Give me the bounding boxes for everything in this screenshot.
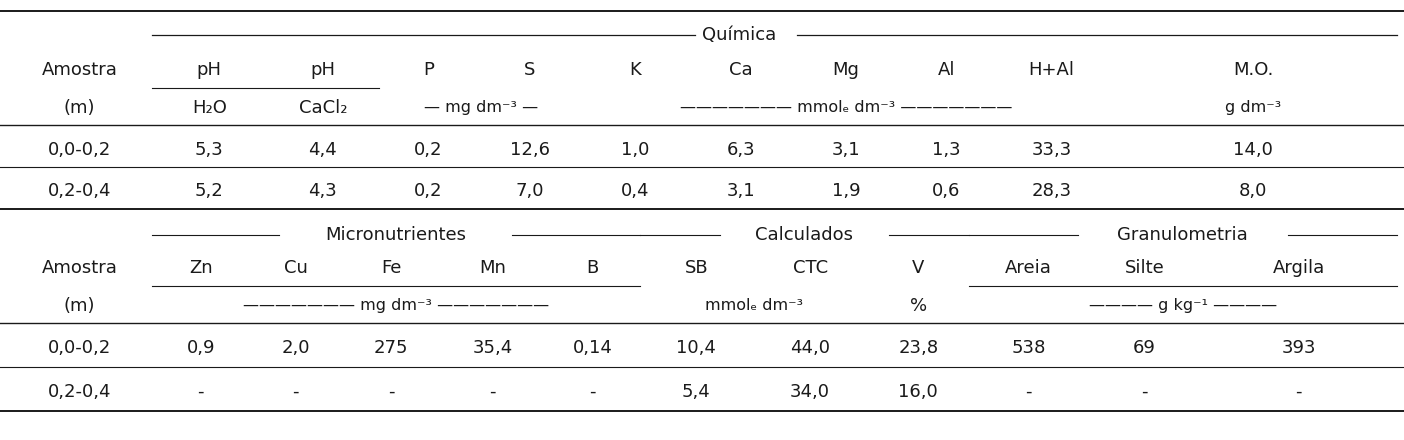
- Text: Fe: Fe: [380, 260, 402, 277]
- Text: 5,4: 5,4: [682, 383, 710, 400]
- Text: Granulometria: Granulometria: [1118, 227, 1248, 244]
- Text: ——————— mg dm⁻³ ———————: ——————— mg dm⁻³ ———————: [243, 298, 549, 313]
- Text: 35,4: 35,4: [473, 339, 512, 356]
- Text: -: -: [1141, 383, 1147, 400]
- Text: %: %: [910, 297, 927, 315]
- Text: -: -: [388, 383, 395, 400]
- Text: CTC: CTC: [792, 260, 828, 277]
- Text: -: -: [590, 383, 595, 400]
- Text: Amostra: Amostra: [41, 62, 118, 79]
- Text: 0,2: 0,2: [414, 183, 442, 200]
- Text: 0,2-0,4: 0,2-0,4: [48, 383, 111, 400]
- Text: -: -: [1025, 383, 1032, 400]
- Text: K: K: [629, 62, 642, 79]
- Text: Cu: Cu: [284, 260, 307, 277]
- Text: 28,3: 28,3: [1032, 183, 1071, 200]
- Text: B: B: [587, 260, 598, 277]
- Text: mmolₑ dm⁻³: mmolₑ dm⁻³: [705, 298, 803, 313]
- Text: ——————— mmolₑ dm⁻³ ———————: ——————— mmolₑ dm⁻³ ———————: [680, 100, 1012, 115]
- Text: 6,3: 6,3: [726, 141, 755, 158]
- Text: 275: 275: [373, 339, 409, 356]
- Text: 1,3: 1,3: [932, 141, 960, 158]
- Text: Amostra: Amostra: [41, 260, 118, 277]
- Text: Mg: Mg: [833, 62, 859, 79]
- Text: 12,6: 12,6: [510, 141, 550, 158]
- Text: CaCl₂: CaCl₂: [299, 99, 347, 117]
- Text: Areia: Areia: [1005, 260, 1052, 277]
- Text: — mg dm⁻³ —: — mg dm⁻³ —: [424, 100, 538, 115]
- Text: Calculados: Calculados: [755, 227, 854, 244]
- Text: Argila: Argila: [1272, 260, 1325, 277]
- Text: 69: 69: [1133, 339, 1155, 356]
- Text: S: S: [524, 62, 536, 79]
- Text: -: -: [1296, 383, 1302, 400]
- Text: 0,0-0,2: 0,0-0,2: [48, 141, 111, 158]
- Text: H+Al: H+Al: [1029, 62, 1074, 79]
- Text: 34,0: 34,0: [790, 383, 830, 400]
- Text: Mn: Mn: [479, 260, 507, 277]
- Text: 0,0-0,2: 0,0-0,2: [48, 339, 111, 356]
- Text: 16,0: 16,0: [899, 383, 938, 400]
- Text: 5,3: 5,3: [195, 141, 223, 158]
- Text: -: -: [490, 383, 496, 400]
- Text: Micronutrientes: Micronutrientes: [326, 227, 466, 244]
- Text: pH: pH: [310, 62, 336, 79]
- Text: 4,4: 4,4: [309, 141, 337, 158]
- Text: 393: 393: [1282, 339, 1316, 356]
- Text: 8,0: 8,0: [1238, 183, 1268, 200]
- Text: (m): (m): [63, 99, 95, 117]
- Text: 44,0: 44,0: [790, 339, 830, 356]
- Text: 0,6: 0,6: [932, 183, 960, 200]
- Text: Al: Al: [938, 62, 955, 79]
- Text: 7,0: 7,0: [515, 183, 545, 200]
- Text: -: -: [292, 383, 299, 400]
- Text: Silte: Silte: [1125, 260, 1164, 277]
- Text: 538: 538: [1011, 339, 1046, 356]
- Text: ———— g kg⁻¹ ————: ———— g kg⁻¹ ————: [1090, 298, 1276, 313]
- Text: 0,4: 0,4: [621, 183, 650, 200]
- Text: 10,4: 10,4: [677, 339, 716, 356]
- Text: 1,9: 1,9: [831, 183, 861, 200]
- Text: Química: Química: [702, 26, 776, 44]
- Text: 0,9: 0,9: [187, 339, 215, 356]
- Text: 0,2-0,4: 0,2-0,4: [48, 183, 111, 200]
- Text: 5,2: 5,2: [195, 183, 223, 200]
- Text: 2,0: 2,0: [281, 339, 310, 356]
- Text: SB: SB: [685, 260, 708, 277]
- Text: g dm⁻³: g dm⁻³: [1224, 100, 1282, 115]
- Text: -: -: [198, 383, 204, 400]
- Text: 1,0: 1,0: [621, 141, 650, 158]
- Text: Ca: Ca: [729, 62, 753, 79]
- Text: pH: pH: [197, 62, 222, 79]
- Text: 14,0: 14,0: [1233, 141, 1273, 158]
- Text: 0,2: 0,2: [414, 141, 442, 158]
- Text: 0,14: 0,14: [573, 339, 612, 356]
- Text: 3,1: 3,1: [726, 183, 755, 200]
- Text: (m): (m): [63, 297, 95, 315]
- Text: 23,8: 23,8: [899, 339, 938, 356]
- Text: 33,3: 33,3: [1032, 141, 1071, 158]
- Text: V: V: [913, 260, 924, 277]
- Text: Zn: Zn: [190, 260, 212, 277]
- Text: 3,1: 3,1: [831, 141, 861, 158]
- Text: 4,3: 4,3: [309, 183, 337, 200]
- Text: P: P: [423, 62, 434, 79]
- Text: M.O.: M.O.: [1233, 62, 1273, 79]
- Text: H₂O: H₂O: [192, 99, 226, 117]
